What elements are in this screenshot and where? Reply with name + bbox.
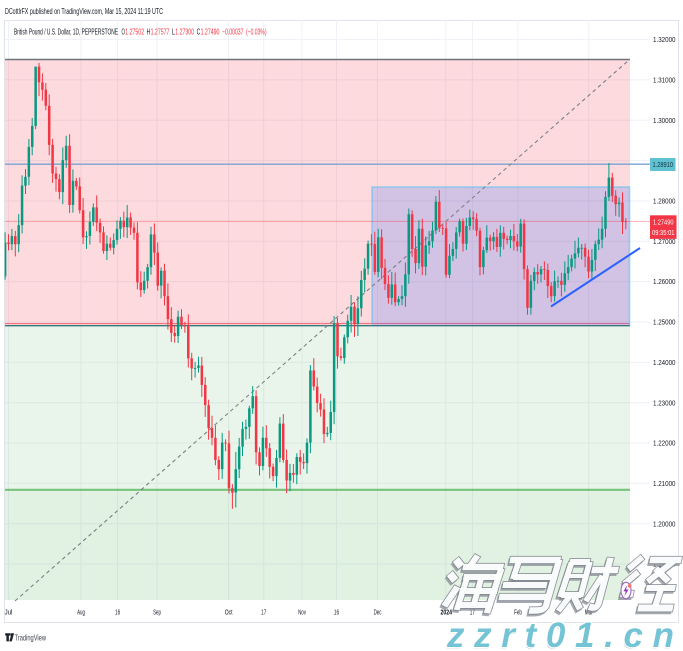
svg-text:Jul: Jul [5,608,13,617]
svg-text:1.27490: 1.27490 [201,27,220,36]
svg-text:DCottlrFX published on Trading: DCottlrFX published on TradingView.com, … [5,7,163,16]
svg-text:1.24000: 1.24000 [653,358,676,367]
svg-text:zzrt01.cn: zzrt01.cn [446,616,674,651]
svg-text:Feb: Feb [514,608,522,617]
svg-text:H: H [147,27,151,36]
svg-text:1.20000: 1.20000 [653,519,676,528]
svg-text:British Pound / U.S. Dollar, 1: British Pound / U.S. Dollar, 1D, PEPPERS… [14,27,118,36]
svg-text:zzrt01.cn: zzrt01.cn [445,618,673,651]
svg-text:Oct: Oct [225,608,233,617]
svg-text:2024: 2024 [441,608,453,617]
svg-text:1.32000: 1.32000 [653,35,676,44]
svg-text:1.27300: 1.27300 [175,27,194,36]
svg-text:1.28910: 1.28910 [653,160,674,169]
svg-text:1.27577: 1.27577 [151,27,170,36]
svg-text:1.27502: 1.27502 [125,27,144,36]
svg-text:1.23000: 1.23000 [653,398,676,407]
svg-text:O: O [122,27,125,36]
svg-text:(−0.03%): (−0.03%) [246,27,267,36]
svg-text:Sep: Sep [153,608,161,617]
svg-text:Nov: Nov [298,608,306,617]
svg-text:C: C [197,27,201,36]
svg-text:L: L [172,27,175,36]
svg-text:1.27490: 1.27490 [653,218,674,227]
svg-text:09:35:01: 09:35:01 [652,228,675,237]
svg-text:Dec: Dec [374,608,382,617]
svg-text:1.26000: 1.26000 [653,277,676,286]
svg-text:1.30000: 1.30000 [653,116,676,125]
svg-text:1.25000: 1.25000 [653,318,676,327]
svg-text:1.28000: 1.28000 [653,197,676,206]
svg-text:1.21000: 1.21000 [653,479,676,488]
svg-text:16: 16 [115,608,120,617]
svg-text:17: 17 [470,608,475,617]
svg-text:TradingView: TradingView [15,633,47,643]
svg-text:16: 16 [334,608,339,617]
svg-text:17: 17 [261,608,266,617]
svg-text:1.31000: 1.31000 [653,76,676,85]
svg-text:Aug: Aug [77,608,85,617]
svg-text:−0.00037: −0.00037 [222,27,244,36]
svg-text:1.27000: 1.27000 [653,237,676,246]
svg-text:1.22000: 1.22000 [653,439,676,448]
